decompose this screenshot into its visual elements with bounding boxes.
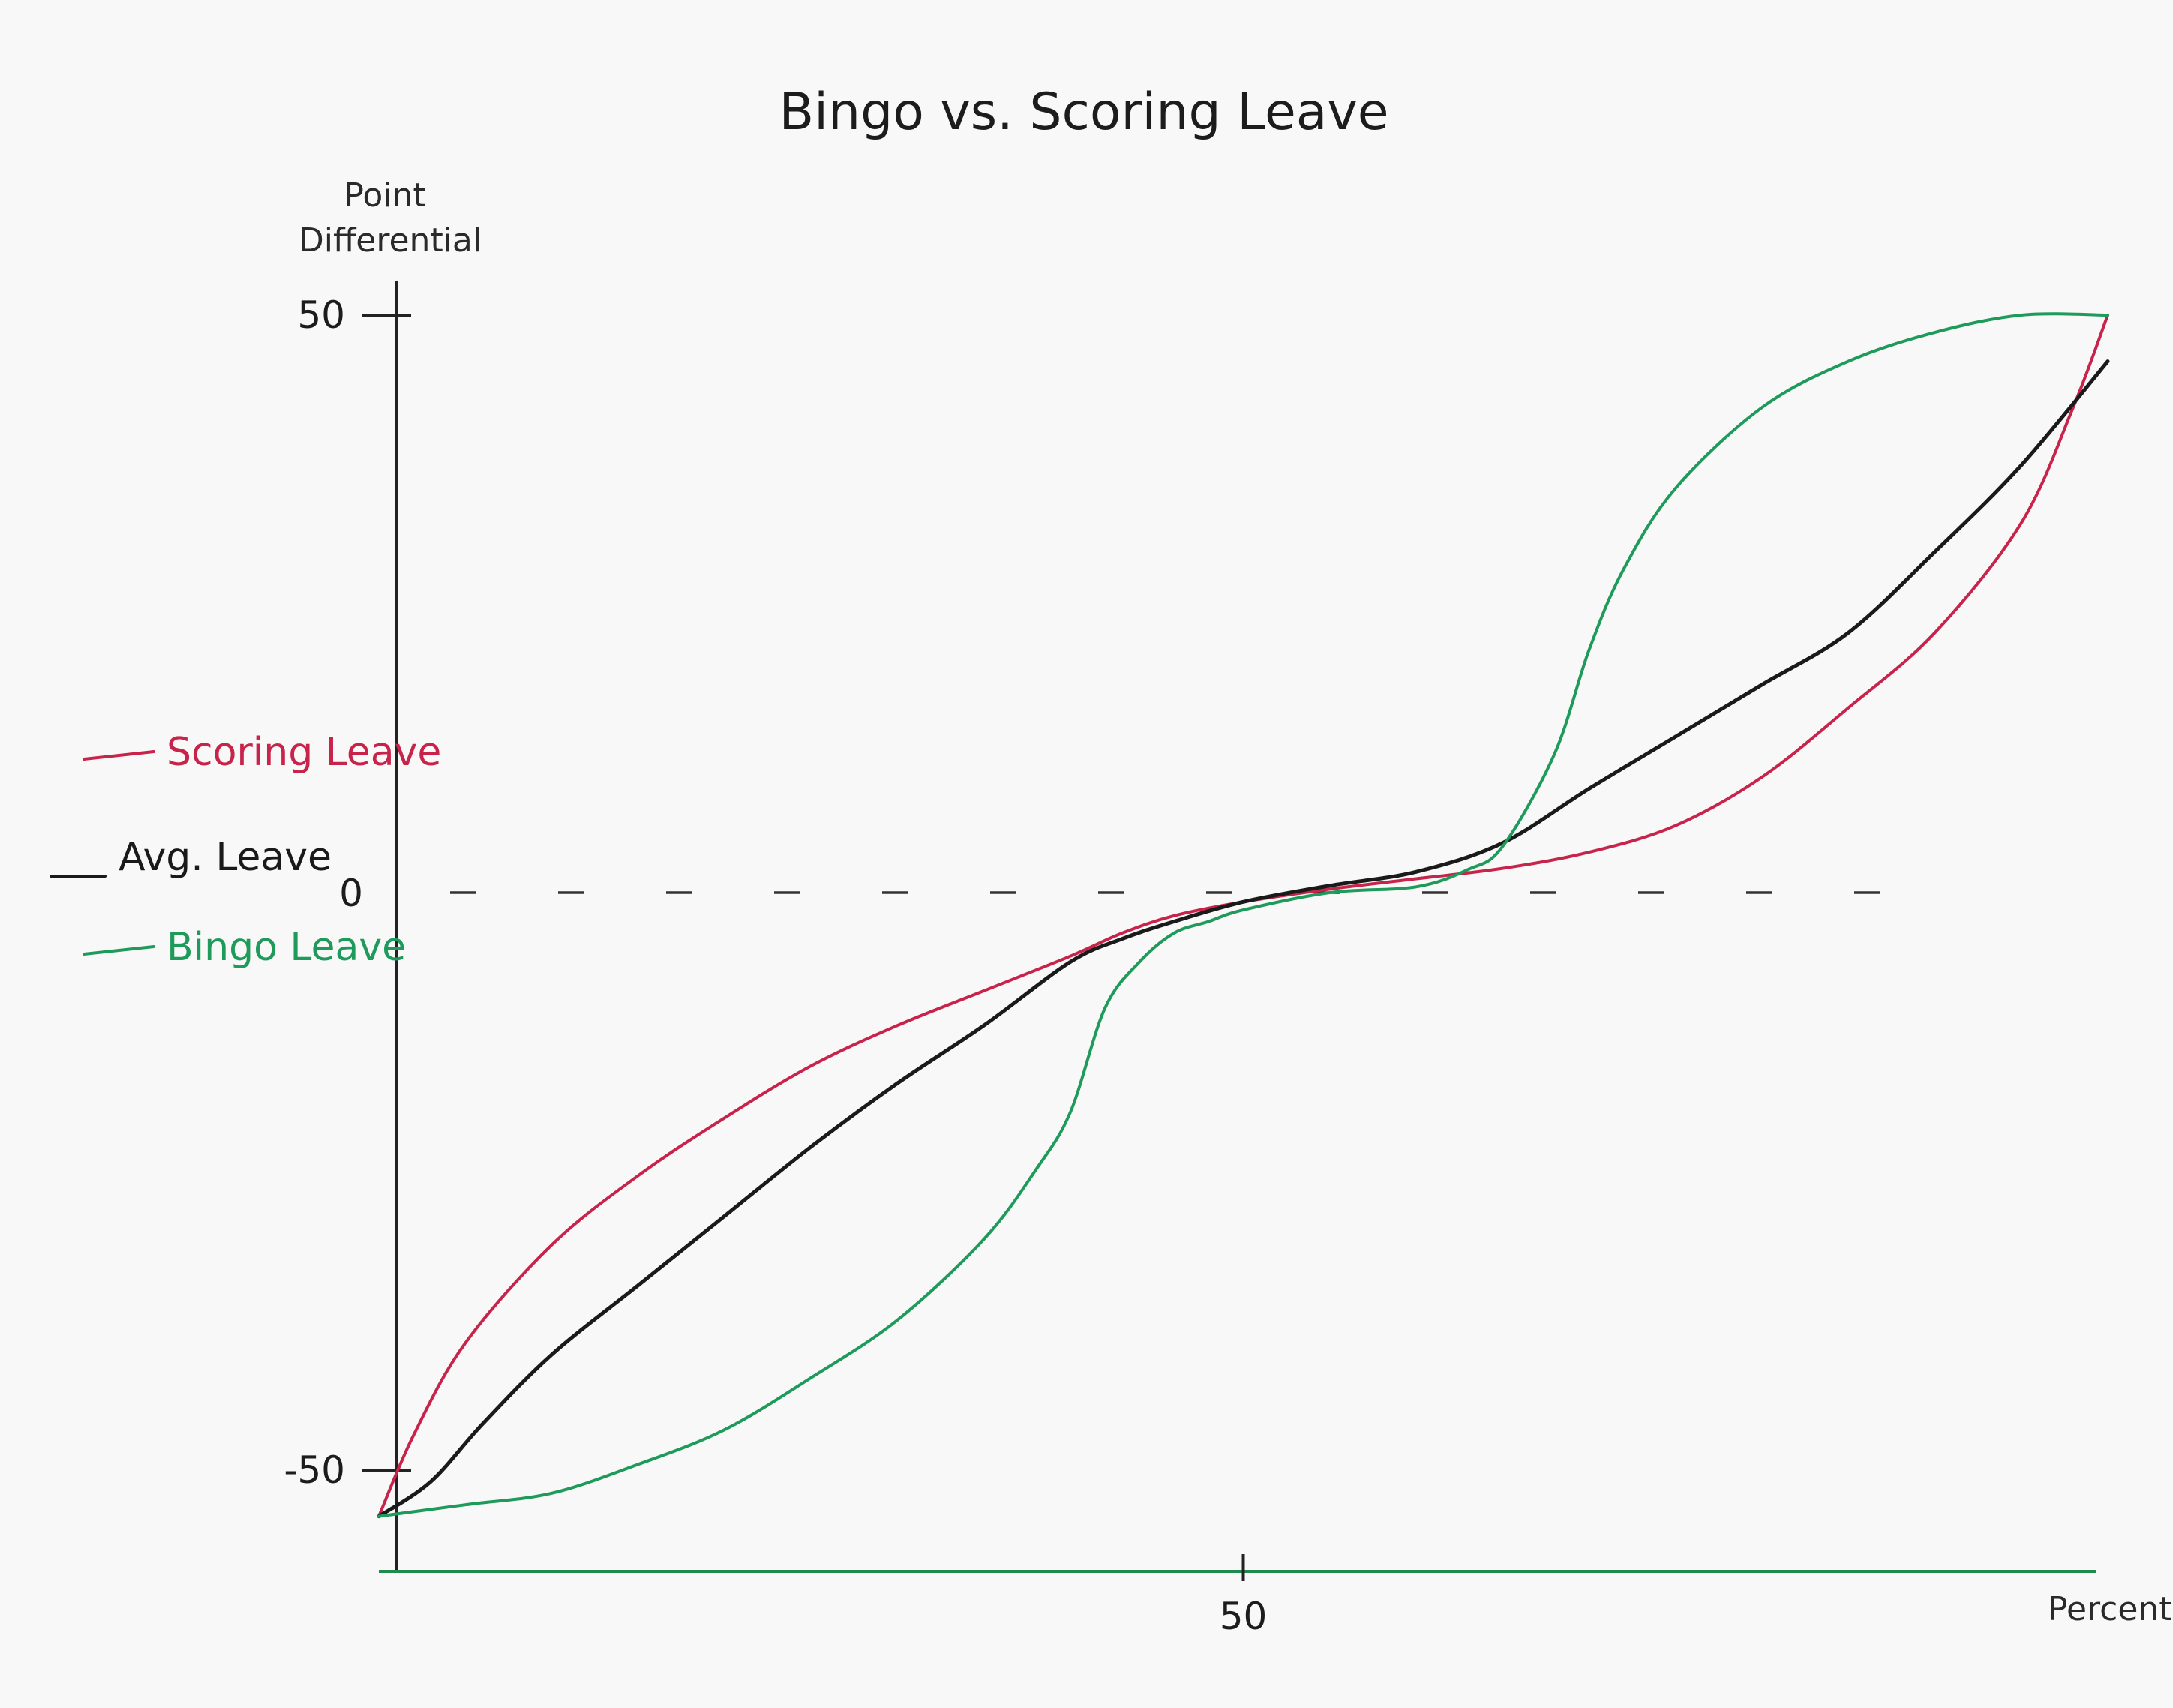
series-line-scoring-leave [377,314,2109,1518]
x-tick-label: 50 [1220,1595,1268,1638]
zero-reference: 0 [339,872,1958,915]
y-ticks: 50 -50 [284,293,411,1492]
x-ticks: 50 [1220,1554,1268,1638]
legend: Scoring Leave Avg. Leave Bingo Leave [50,730,441,970]
legend-swatch-scoring-leave [83,750,155,761]
series-line-bingo-leave [377,312,2109,1518]
y-tick-label: -50 [284,1448,345,1492]
legend-label-avg-leave: Avg. Leave [119,835,332,880]
series-lines [377,312,2110,1519]
legend-label-scoring-leave: Scoring Leave [167,730,441,775]
x-axis-label: Percentile [2048,1590,2173,1628]
legend-label-bingo-leave: Bingo Leave [167,925,406,970]
zero-label: 0 [339,872,363,915]
chart-title: Bingo vs. Scoring Leave [779,83,1388,142]
y-axis-label: Point Differential [299,176,482,260]
y-tick-label: 50 [297,293,345,337]
series-line-avg-leave [377,359,2110,1519]
legend-swatch-bingo-leave [83,945,155,956]
